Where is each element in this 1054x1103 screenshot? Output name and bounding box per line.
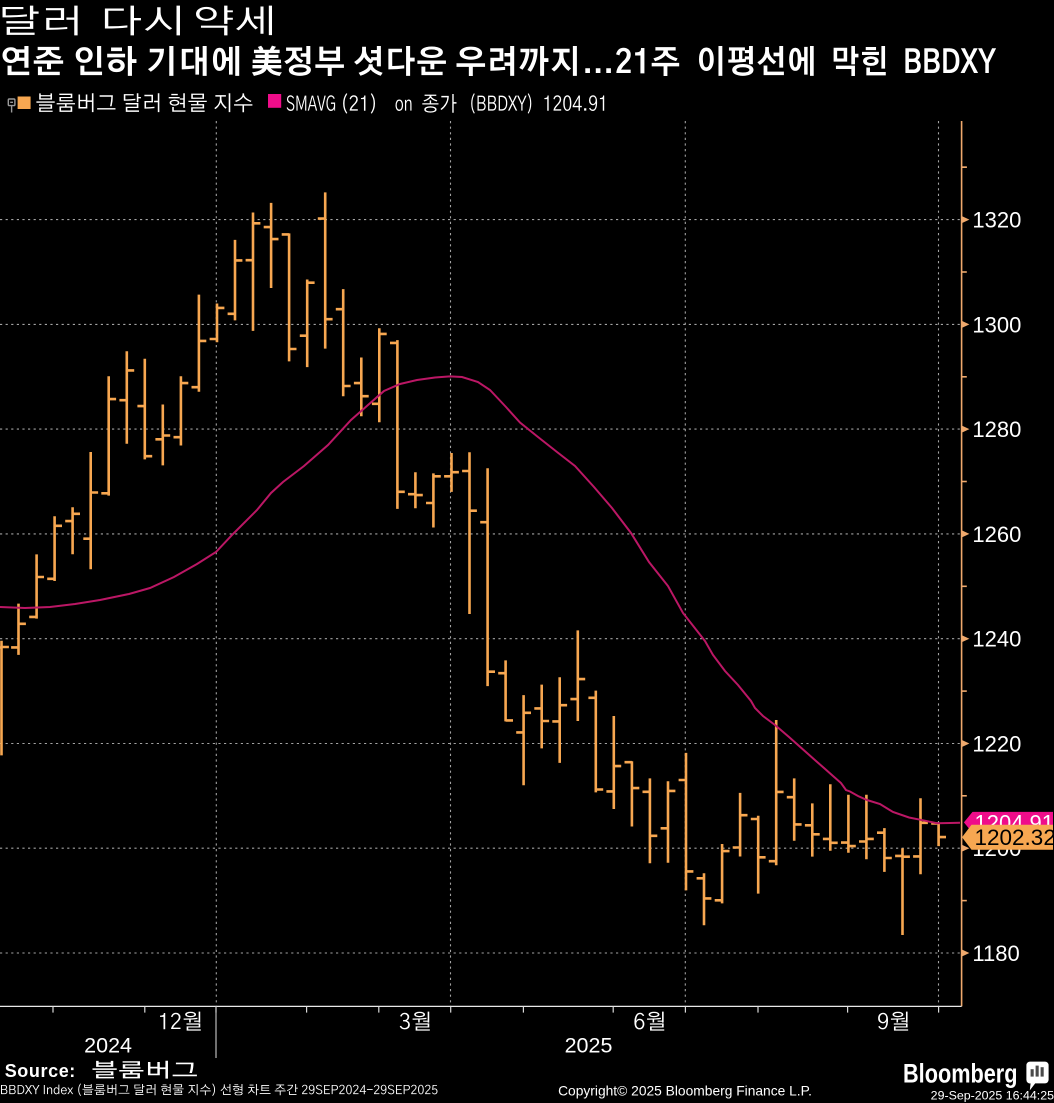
svg-text:1220: 1220 [972, 731, 1021, 756]
svg-text:Bloomberg: Bloomberg [903, 1058, 1018, 1088]
svg-text:Copyright© 2025 Bloomberg Fina: Copyright© 2025 Bloomberg Finance L.P. [558, 1084, 812, 1099]
svg-text:1260: 1260 [972, 522, 1021, 547]
svg-text:1320: 1320 [972, 208, 1021, 233]
svg-text:1180: 1180 [972, 941, 1019, 966]
svg-text:1202.32: 1202.32 [975, 825, 1054, 850]
svg-text:1240: 1240 [972, 627, 1021, 652]
svg-text:Source:: Source: [5, 1061, 76, 1081]
svg-text:2024: 2024 [84, 1034, 132, 1058]
svg-text:2025: 2025 [565, 1034, 613, 1058]
svg-text:1280: 1280 [972, 417, 1021, 442]
svg-text:29-Sep-2025 16:44:25: 29-Sep-2025 16:44:25 [931, 1088, 1054, 1102]
svg-text:1300: 1300 [972, 312, 1021, 337]
